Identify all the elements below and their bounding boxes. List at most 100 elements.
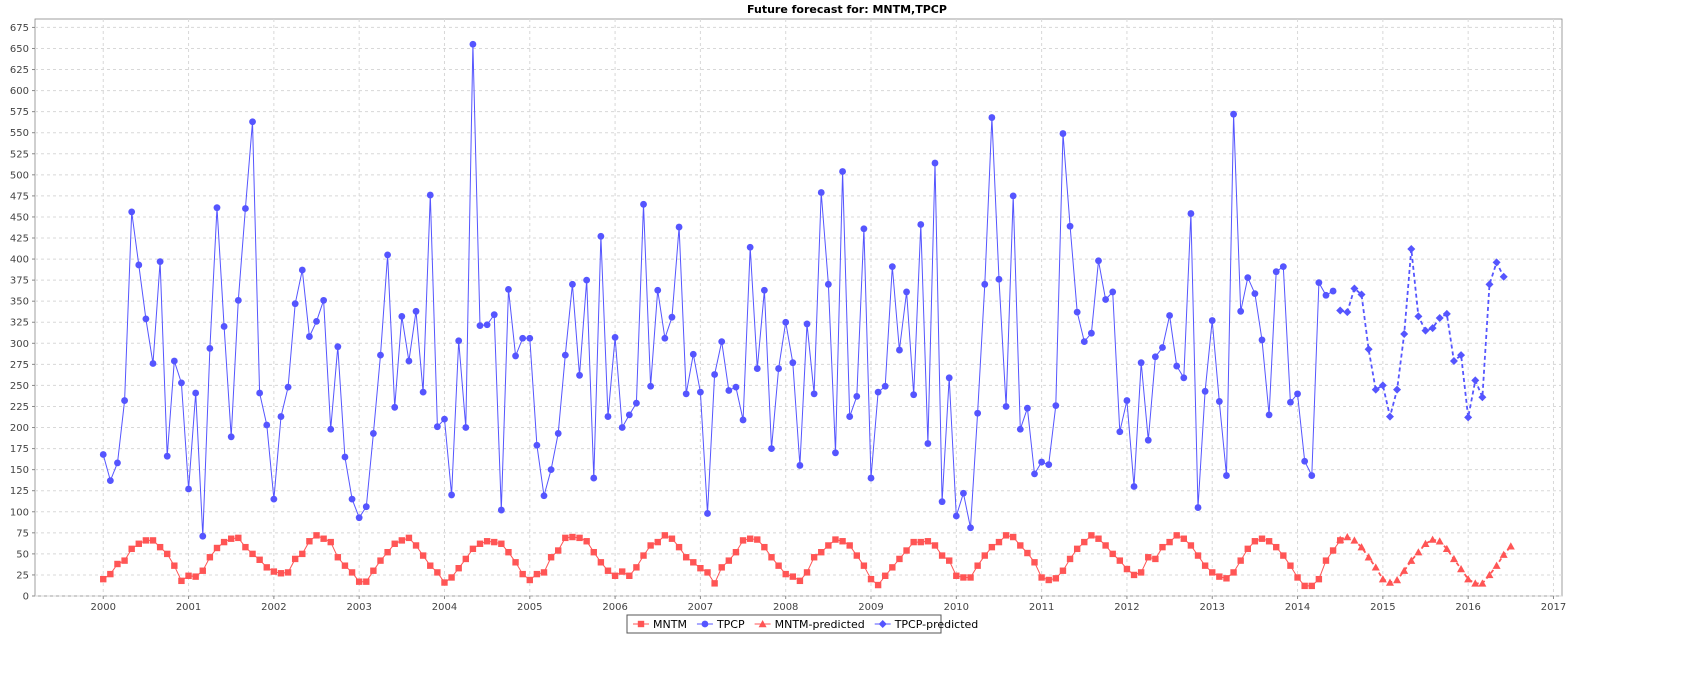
data-point-tpcp — [945, 374, 953, 382]
data-point-tpcp — [1080, 338, 1088, 346]
data-point-mntm — [469, 545, 477, 553]
data-point-tpcp — [341, 453, 349, 461]
data-point-tpcp — [618, 424, 626, 431]
data-point-tpcp — [938, 498, 946, 506]
data-point-tpcp — [867, 474, 875, 482]
data-point-mntm-predicted — [1400, 566, 1409, 574]
data-point-tpcp — [1322, 291, 1330, 299]
data-point-mntm — [896, 555, 903, 563]
data-point-tpcp — [640, 200, 647, 208]
data-point-tpcp — [967, 524, 974, 532]
y-tick-label: 375 — [10, 276, 29, 287]
data-point-mntm-predicted — [1499, 550, 1508, 558]
data-point-mntm — [611, 572, 619, 579]
data-point-tpcp — [306, 333, 313, 340]
y-tick-label: 450 — [10, 212, 29, 223]
data-point-tpcp — [569, 280, 576, 288]
data-point-tpcp-predicted — [1478, 393, 1487, 402]
data-point-mntm — [810, 554, 818, 561]
data-point-mntm — [1045, 576, 1052, 584]
data-point-tpcp — [796, 462, 804, 469]
data-point-mntm — [327, 538, 334, 546]
data-point-mntm — [1102, 542, 1109, 549]
x-tick-label: 2011 — [1029, 602, 1054, 613]
data-point-tpcp — [583, 276, 591, 284]
legend-marker — [701, 620, 709, 628]
data-point-mntm — [135, 540, 142, 547]
data-point-mntm — [476, 540, 484, 547]
data-point-mntm — [519, 570, 526, 578]
data-point-tpcp — [768, 445, 775, 452]
data-point-mntm — [114, 560, 121, 568]
data-point-tpcp-predicted — [1371, 385, 1380, 394]
data-point-tpcp — [1166, 312, 1173, 319]
data-point-mntm — [1109, 550, 1116, 558]
data-point-mntm — [434, 569, 441, 576]
data-point-mntm — [682, 554, 690, 561]
x-tick-label: 2010 — [944, 602, 969, 613]
legend-item-mntm-predicted: MNTM-predicted — [754, 618, 865, 631]
y-tick-label: 175 — [10, 444, 29, 455]
data-point-mntm — [1073, 545, 1081, 553]
series-mntm-predicted — [1336, 533, 1515, 587]
x-tick-label: 2007 — [688, 602, 713, 613]
data-point-mntm — [597, 559, 605, 566]
data-point-mntm — [142, 537, 150, 544]
data-point-mntm-predicted — [1364, 553, 1373, 561]
x-tick-label: 2006 — [602, 602, 627, 613]
data-point-mntm — [149, 537, 157, 544]
data-point-mntm — [626, 572, 633, 579]
data-point-mntm — [853, 552, 860, 559]
data-point-tpcp — [1265, 411, 1273, 419]
data-point-tpcp — [192, 389, 200, 397]
data-point-mntm — [1173, 532, 1180, 539]
data-point-mntm — [725, 557, 733, 564]
data-point-tpcp — [974, 409, 982, 417]
data-point-mntm — [1280, 552, 1287, 559]
y-tick-label: 125 — [10, 486, 29, 497]
data-point-mntm — [754, 536, 761, 543]
data-point-mntm — [647, 542, 654, 549]
data-point-tpcp — [1187, 210, 1195, 217]
data-point-tpcp — [362, 503, 370, 511]
data-point-tpcp — [135, 261, 143, 269]
data-point-mntm — [782, 570, 789, 578]
data-point-mntm — [988, 543, 996, 551]
data-point-mntm — [917, 538, 924, 546]
y-tick-label: 0 — [23, 592, 29, 603]
data-point-mntm — [178, 577, 185, 585]
data-point-tpcp — [739, 416, 747, 424]
data-point-mntm — [164, 550, 171, 558]
data-point-tpcp — [988, 114, 996, 121]
y-tick-label: 600 — [10, 86, 29, 97]
data-point-tpcp — [682, 390, 690, 398]
data-point-tpcp — [604, 413, 612, 420]
data-point-mntm — [256, 556, 263, 563]
data-point-tpcp — [540, 492, 548, 500]
data-point-mntm — [1145, 554, 1152, 561]
data-point-tpcp-predicted — [1393, 385, 1402, 394]
data-point-tpcp — [355, 514, 363, 522]
data-point-mntm — [640, 552, 647, 559]
data-point-mntm — [263, 564, 270, 571]
x-tick-label: 2012 — [1114, 602, 1139, 613]
data-point-mntm — [832, 536, 839, 543]
data-point-tpcp — [419, 388, 427, 396]
data-point-mntm — [498, 540, 505, 547]
data-point-mntm — [583, 538, 590, 545]
legend-label: MNTM-predicted — [775, 618, 865, 631]
data-point-mntm-predicted — [1435, 537, 1444, 545]
y-tick-label: 625 — [10, 65, 29, 76]
data-point-mntm — [1116, 557, 1124, 564]
legend-marker — [637, 620, 645, 628]
data-point-mntm — [100, 575, 107, 583]
data-point-tpcp — [121, 397, 128, 404]
data-point-mntm — [235, 534, 242, 542]
data-point-mntm — [704, 569, 711, 576]
data-point-tpcp — [1301, 457, 1309, 465]
data-point-tpcp — [1016, 425, 1024, 433]
data-point-tpcp — [817, 189, 825, 196]
data-point-mntm — [953, 572, 960, 579]
y-tick-label: 75 — [16, 528, 29, 539]
data-point-tpcp — [1045, 461, 1053, 468]
